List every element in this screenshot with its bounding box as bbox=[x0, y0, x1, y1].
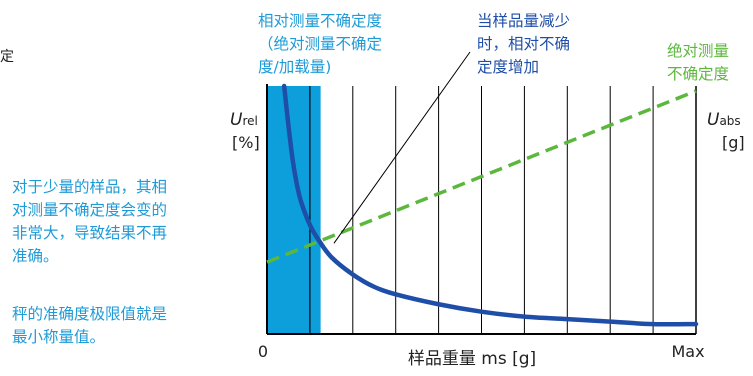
u-rel-label: Urel bbox=[230, 110, 258, 130]
side-note-2-line-1: 秤的准确度极限值就是 bbox=[12, 305, 167, 323]
u-abs-label: Uabs bbox=[707, 110, 741, 130]
series-relative-uncertainty-curve bbox=[281, 83, 699, 327]
u-abs-main: U bbox=[707, 110, 720, 130]
decrease-note-line-3: 定度增加 bbox=[477, 58, 539, 76]
callout-leader-line bbox=[333, 51, 471, 244]
u-abs-sub: abs bbox=[719, 114, 740, 128]
x-axis-label: 样品重量 ms [g] bbox=[408, 349, 536, 369]
u-abs-unit: [g] bbox=[722, 133, 745, 152]
x-tick-label-0: 0 bbox=[258, 342, 268, 361]
decrease-note-line-2: 时，相对不确 bbox=[477, 35, 570, 53]
side-note-1-line-1: 对于少量的样品，其相 bbox=[12, 178, 167, 196]
decrease-note-line-1: 当样品量减少 bbox=[477, 12, 570, 30]
rel-uncertainty-title-line-2: （绝对测量不确定 bbox=[258, 35, 382, 53]
side-note-1-line-4: 准确。 bbox=[12, 247, 59, 265]
shaded-minimum-weight-region bbox=[267, 86, 321, 334]
x-tick-label-max: Max bbox=[671, 342, 704, 361]
series-absolute-uncertainty-line bbox=[266, 89, 697, 264]
u-rel-main: U bbox=[230, 110, 243, 130]
abs-uncertainty-title-line-2: 不确定度 bbox=[667, 65, 729, 83]
u-rel-unit: [%] bbox=[232, 133, 260, 152]
abs-uncertainty-title-line-1: 绝对测量 bbox=[667, 42, 729, 60]
side-note-1-line-3: 非常大，导致结果不再 bbox=[12, 224, 167, 242]
side-note-2-line-2: 最小称量值。 bbox=[12, 328, 105, 346]
u-rel-sub: rel bbox=[242, 114, 257, 128]
side-note-1-line-2: 对测量不确定度会变的 bbox=[12, 201, 167, 219]
rel-uncertainty-title-line-3: 度/加载量) bbox=[258, 58, 331, 76]
rel-uncertainty-title-line-1: 相对测量不确定度 bbox=[258, 12, 382, 30]
left-edge-fragment: 定 bbox=[0, 49, 14, 65]
